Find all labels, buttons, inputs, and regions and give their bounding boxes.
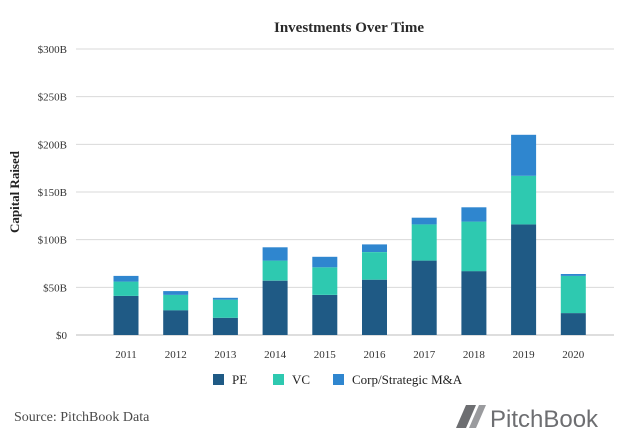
legend-swatch [273,374,284,385]
bar-segment-pe [113,295,139,335]
bars [113,134,586,335]
chart-title: Investments Over Time [274,20,424,36]
bar-segment-vc [113,281,139,296]
x-tick-label: 2013 [214,349,237,361]
pitchbook-logo: PitchBook [456,405,599,433]
bar-segment-corp-strategic-m-a [163,291,189,295]
x-tick-label: 2017 [413,349,436,361]
bar-segment-pe [312,295,338,335]
bar-segment-vc [262,260,288,281]
legend-label: VC [292,372,310,387]
bar-segment-vc [212,299,238,318]
y-tick-label: $250B [38,92,67,104]
x-tick-label: 2018 [463,349,486,361]
pitchbook-wordmark: PitchBook [490,406,599,433]
legend-swatch [213,374,224,385]
bar-segment-pe [560,313,586,335]
gridlines [76,48,614,336]
bar-segment-vc [461,221,487,272]
bar-segment-pe [262,280,288,335]
y-tick-label: $150B [38,187,67,199]
bar-segment-corp-strategic-m-a [560,274,586,276]
legend-label: PE [232,372,247,387]
x-tick-label: 2014 [264,349,287,361]
bar-segment-vc [560,275,586,314]
bar-segment-vc [312,267,338,295]
x-axis-ticks: 2011 2012 2013 2014 2015 2016 2017 2018 2019 2020 [115,349,585,361]
legend: PE VC Corp/Strategic M&A [213,372,463,387]
bar-segment-corp-strategic-m-a [312,256,338,268]
bar-segment-pe [461,271,487,335]
bar-segment-corp-strategic-m-a [461,207,487,222]
bar-segment-pe [362,279,387,335]
bar-segment-corp-strategic-m-a [113,275,139,282]
legend-label: Corp/Strategic M&A [352,372,463,387]
bar-segment-corp-strategic-m-a [511,134,537,176]
source-note: Source: PitchBook Data [14,410,150,425]
y-tick-label: $300B [38,44,67,56]
bar-segment-pe [212,317,238,335]
legend-swatch [333,374,344,385]
bar-segment-pe [163,310,189,335]
pitchbook-mark-icon [456,405,486,428]
x-tick-label: 2019 [513,349,536,361]
y-tick-label: $50B [43,282,67,294]
bar-segment-corp-strategic-m-a [212,297,238,300]
bar-segment-corp-strategic-m-a [262,247,288,261]
x-tick-label: 2011 [115,349,137,361]
x-tick-label: 2012 [165,349,187,361]
bar-segment-vc [511,175,537,225]
bar-segment-corp-strategic-m-a [362,244,387,252]
y-tick-label: $200B [38,139,67,151]
bar-segment-vc [411,224,437,261]
x-tick-label: 2015 [314,349,337,361]
bar-segment-vc [362,252,387,280]
y-tick-label: $0 [56,330,68,342]
bar-segment-corp-strategic-m-a [411,217,437,225]
y-axis-label: Capital Raised [7,150,22,233]
bar-segment-pe [511,224,537,335]
bar-segment-pe [411,260,437,335]
bar-segment-vc [163,295,189,311]
y-tick-label: $100B [38,235,67,247]
x-tick-label: 2020 [562,349,585,361]
x-tick-label: 2016 [364,349,387,361]
y-axis-ticks: $0 $50B $100B $150B $200B $250B $300B [38,44,68,342]
